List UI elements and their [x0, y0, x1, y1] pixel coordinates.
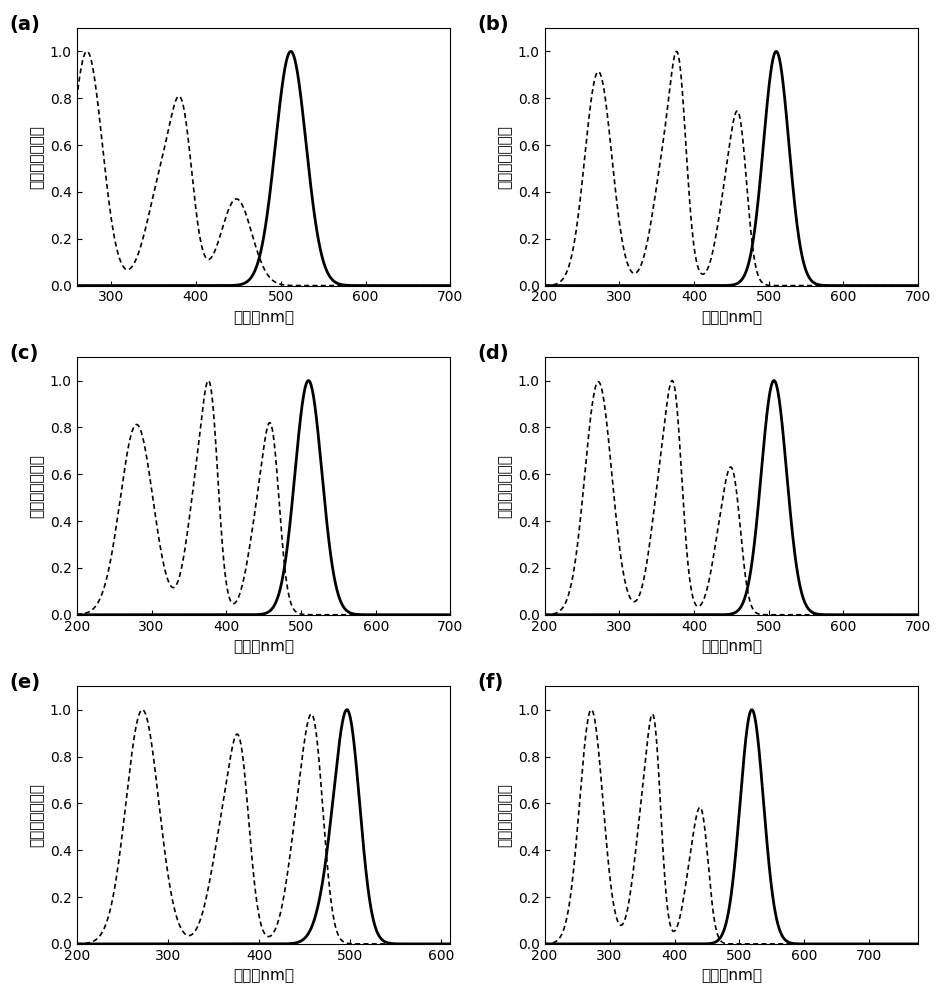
Text: (a): (a) [9, 15, 41, 34]
Y-axis label: 归一化发光强度: 归一化发光强度 [29, 783, 45, 847]
X-axis label: 波长（nm）: 波长（nm） [233, 310, 294, 325]
X-axis label: 波长（nm）: 波长（nm） [233, 968, 294, 983]
Text: (e): (e) [9, 673, 41, 692]
Text: (c): (c) [9, 344, 39, 363]
Text: (b): (b) [477, 15, 509, 34]
Text: (f): (f) [477, 673, 503, 692]
Y-axis label: 归一化发光强度: 归一化发光强度 [497, 454, 512, 518]
Text: (d): (d) [477, 344, 509, 363]
Y-axis label: 归一化发光强度: 归一化发光强度 [497, 125, 512, 189]
Y-axis label: 归一化发光强度: 归一化发光强度 [497, 783, 512, 847]
X-axis label: 波长（nm）: 波长（nm） [701, 968, 762, 983]
Y-axis label: 归一化发光强度: 归一化发光强度 [29, 125, 45, 189]
X-axis label: 波长（nm）: 波长（nm） [233, 639, 294, 654]
Y-axis label: 归一化发光强度: 归一化发光强度 [29, 454, 45, 518]
X-axis label: 波长（nm）: 波长（nm） [701, 639, 762, 654]
X-axis label: 波长（nm）: 波长（nm） [701, 310, 762, 325]
